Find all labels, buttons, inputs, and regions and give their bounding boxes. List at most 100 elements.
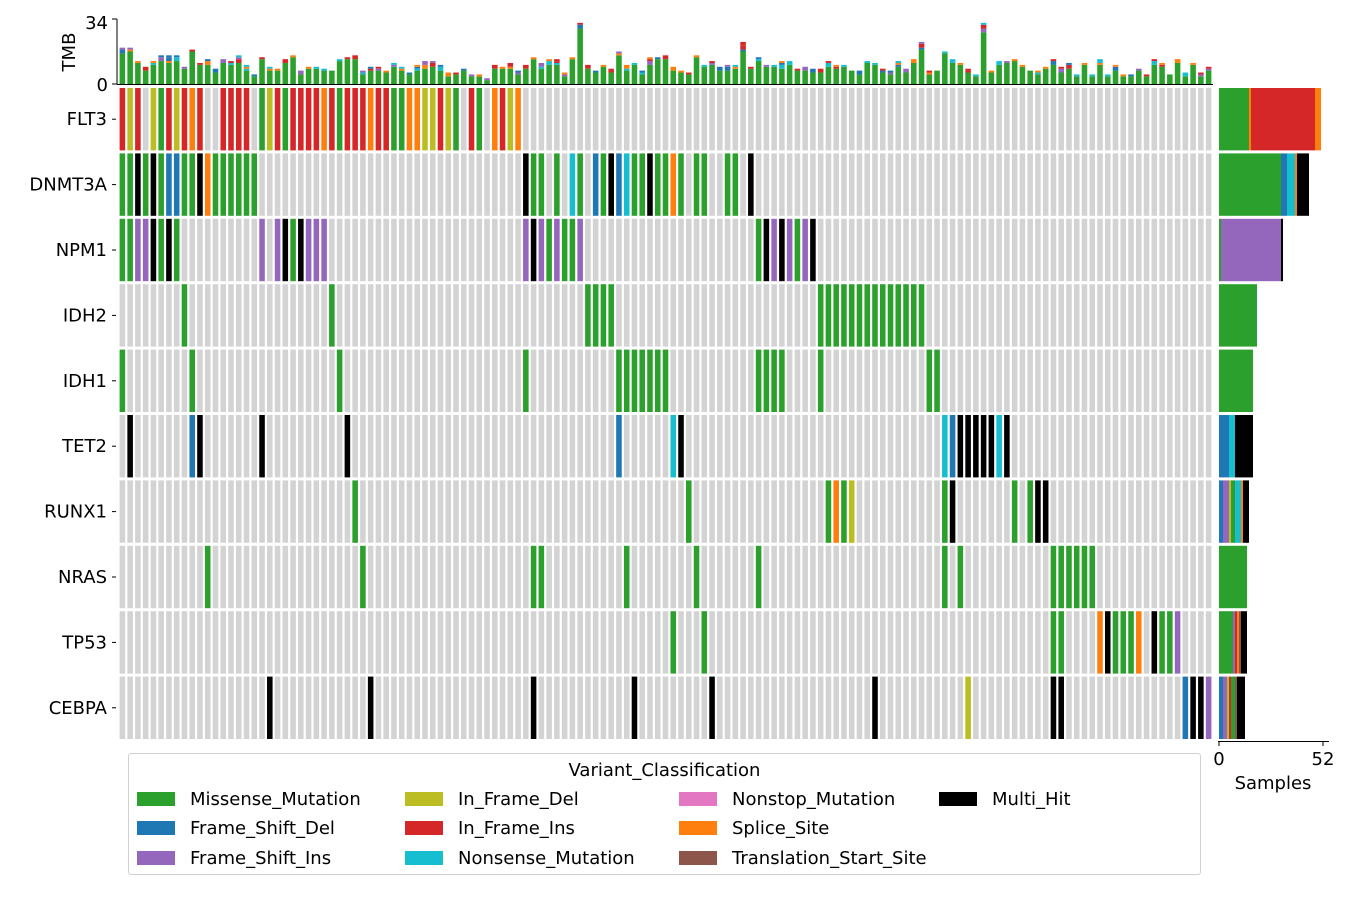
tmb-bar [996,64,1002,84]
matrix-cell [631,545,638,609]
tmb-bar [484,80,490,84]
matrix-cell [1097,349,1103,412]
matrix-cell [693,415,700,478]
tmb-bar [1182,72,1189,77]
tmb-bar [1073,74,1080,77]
matrix-cell [1159,153,1165,216]
matrix-cell [911,284,917,347]
matrix-cell [305,218,312,282]
legend: Variant_Classification Missense_Mutation… [128,753,1201,875]
tmb-bar [406,72,413,75]
matrix-cell [895,545,902,609]
matrix-cell [1035,153,1041,216]
matrix-cell [980,284,987,347]
tmb-bar [771,64,777,67]
samples-bar-panel [1218,88,1329,746]
matrix-cell [709,676,715,739]
matrix-cell [429,676,436,739]
tmb-bar [887,70,894,73]
matrix-cell [197,218,203,282]
matrix-cell [1190,676,1196,739]
tmb-bar [693,57,700,84]
matrix-cell [623,284,630,347]
legend-swatch [405,851,443,865]
matrix-cell [220,284,227,347]
matrix-cell [577,480,583,543]
tmb-bar [980,30,987,33]
matrix-cell [499,88,506,151]
matrix-cell [949,153,956,216]
matrix-cell [926,349,933,412]
matrix-cell [794,88,801,151]
matrix-cell [647,545,653,609]
matrix-cell [383,545,389,609]
matrix-cell [569,153,576,216]
matrix-cell [670,676,677,739]
tmb-bar [476,74,483,77]
matrix-cell [934,349,940,412]
matrix-cell [670,349,677,412]
matrix-cell [709,415,715,478]
tmb-bar [918,43,925,48]
matrix-cell [724,153,731,216]
matrix-cell [251,284,258,347]
tmb-bar [344,59,351,84]
matrix-cell [259,676,265,739]
matrix-cell [259,415,265,478]
matrix-cell [701,611,708,674]
matrix-cell [949,676,956,739]
matrix-cell [577,676,583,739]
matrix-cell [709,480,715,543]
matrix-cell [329,415,335,478]
matrix-cell [1120,218,1127,282]
matrix-cell [360,88,366,151]
matrix-cell [561,480,568,543]
matrix-cell [375,415,382,478]
matrix-cell [1027,415,1033,478]
matrix-cell [1136,218,1142,282]
matrix-cell [383,153,389,216]
tmb-bar [1167,74,1173,84]
matrix-cell [507,611,514,674]
matrix-cell [701,153,708,216]
matrix-cell [740,349,746,412]
matrix-cell [453,284,459,347]
matrix-cell [398,349,405,412]
matrix-cell [980,676,987,739]
matrix-cell [996,545,1002,609]
matrix-cell [895,284,902,347]
matrix-cell [360,480,366,543]
matrix-cell [476,218,483,282]
tmb-bar [453,72,459,75]
matrix-cell [243,545,250,609]
matrix-cell [546,349,552,412]
matrix-cell [763,545,770,609]
matrix-cell [817,676,824,739]
tmb-bar [732,68,739,84]
matrix-cell [686,480,692,543]
legend-item: Frame_Shift_Del [137,817,335,839]
matrix-cell [127,88,133,151]
matrix-cell [507,545,514,609]
matrix-cell [398,545,405,609]
matrix-cell [569,545,576,609]
matrix-cell [856,349,863,412]
matrix-cell [802,676,808,739]
matrix-cell [398,611,405,674]
matrix-cell [802,218,808,282]
gene-count-bar [1281,153,1287,216]
tmb-bar [569,57,576,60]
matrix-cell [1019,88,1026,151]
matrix-cell [119,415,126,478]
matrix-cell [600,480,607,543]
matrix-cell [398,676,405,739]
matrix-cell [678,218,684,282]
tmb-bar [375,70,382,84]
matrix-cell [1004,611,1010,674]
matrix-cell [848,218,855,282]
matrix-cell [949,480,956,543]
tmb-bar [709,61,715,63]
matrix-cell [259,88,265,151]
matrix-cell [616,676,622,739]
